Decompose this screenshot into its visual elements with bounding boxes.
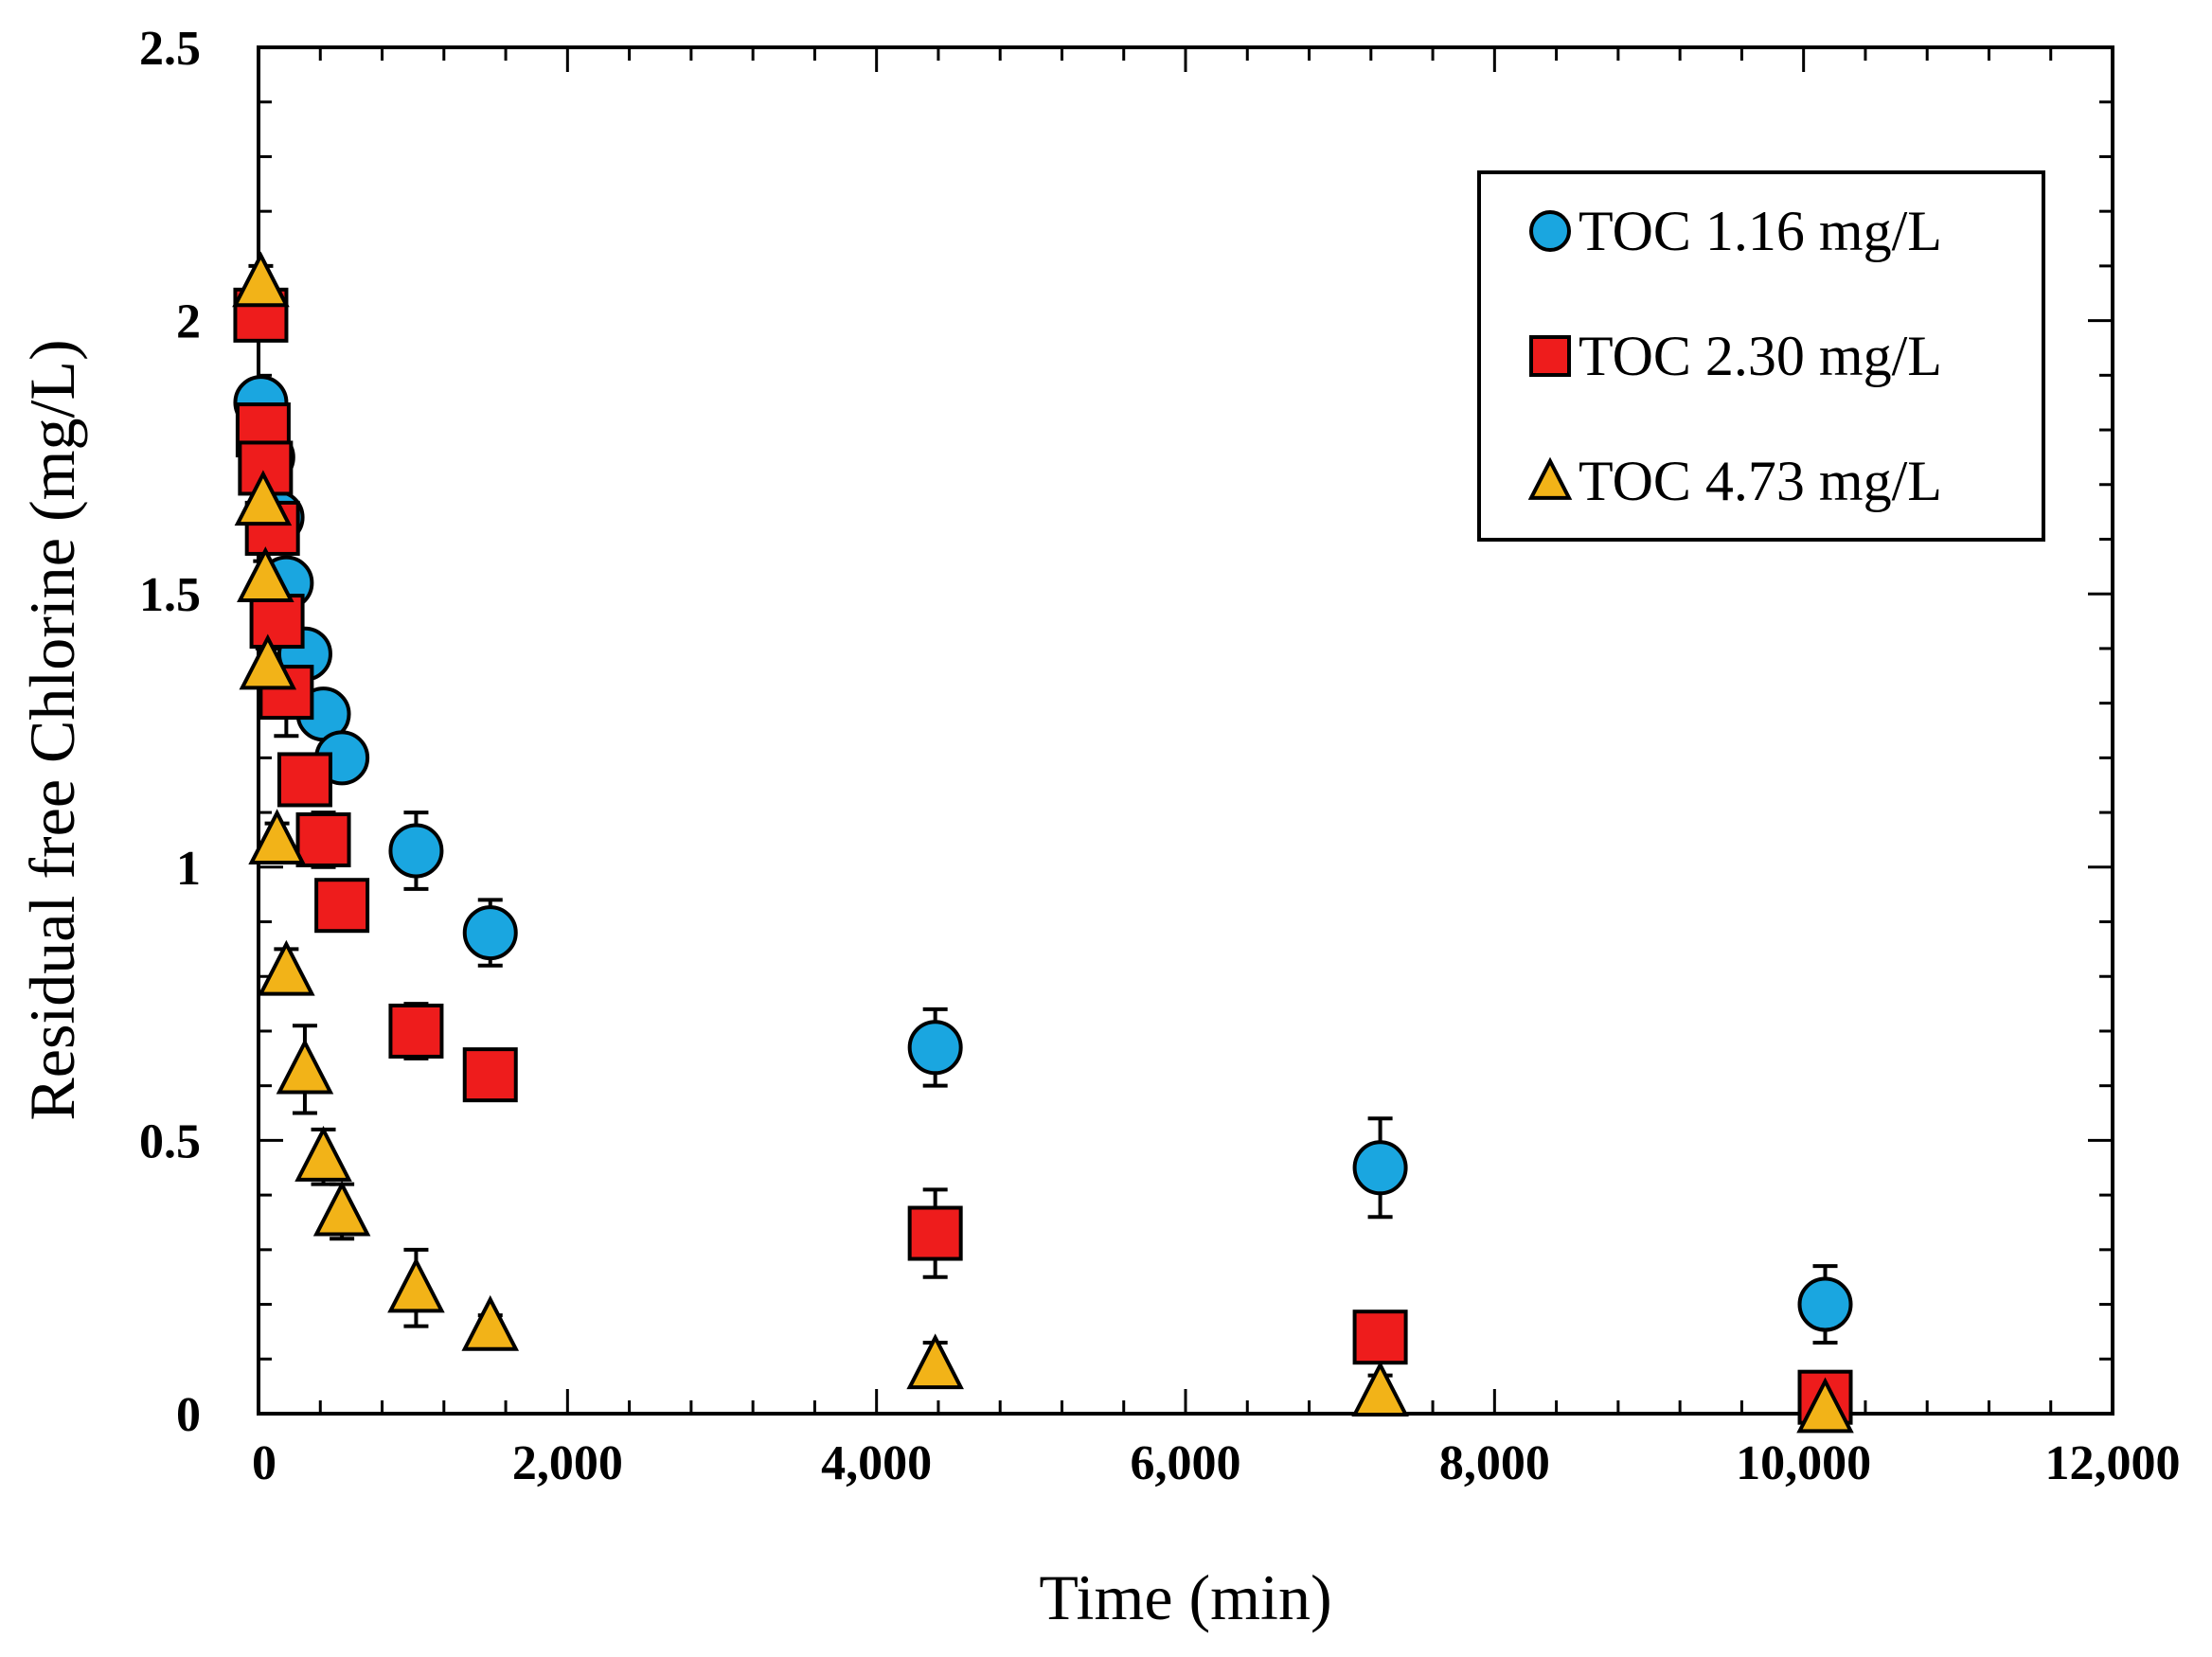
data-point-triangle	[312, 1180, 371, 1237]
data-point-square	[907, 1205, 963, 1261]
data-point-square	[295, 811, 351, 867]
data-point-triangle	[237, 546, 294, 602]
data-point-square	[462, 1047, 518, 1103]
data-point-circle	[462, 905, 518, 961]
legend-marker-square	[1529, 335, 1571, 377]
x-tick-label: 12,000	[2045, 1436, 2181, 1490]
data-point-circle	[907, 1020, 963, 1076]
x-tick-label: 8,000	[1439, 1436, 1550, 1490]
data-point-square	[388, 1003, 444, 1059]
data-point-triangle	[1796, 1377, 1854, 1434]
data-point-triangle	[294, 1125, 352, 1182]
y-tick-label: 1.5	[139, 568, 201, 622]
data-point-triangle	[461, 1294, 520, 1351]
legend-label: TOC 4.73 mg/L	[1579, 450, 1942, 512]
legend-marker-triangle	[1527, 456, 1573, 500]
data-point-circle	[1352, 1140, 1408, 1196]
x-tick-label: 10,000	[1736, 1436, 1871, 1490]
data-point-triangle	[232, 251, 290, 308]
legend-label: TOC 2.30 mg/L	[1579, 325, 1942, 387]
data-point-circle	[1797, 1276, 1853, 1332]
x-axis-title: Time (min)	[1039, 1561, 1331, 1633]
data-point-triangle	[387, 1256, 445, 1313]
axis-ticks: 0 2,000 4,000 6,000 8,000 10,000 12,000 0 0.5 1 1.…	[139, 22, 2181, 1490]
x-tick-label: 4,000	[821, 1436, 932, 1490]
data-point-triangle	[906, 1333, 964, 1390]
data-point-triangle	[248, 809, 306, 865]
data-point-square	[276, 752, 332, 808]
y-tick-label: 0	[176, 1388, 201, 1442]
x-tick-label: 0	[252, 1436, 276, 1490]
data-point-triangle	[234, 470, 293, 526]
legend-label: TOC 1.16 mg/L	[1579, 200, 1942, 262]
y-tick-label: 2	[176, 295, 201, 349]
data-point-circle	[388, 823, 444, 879]
data-markers	[232, 251, 1854, 1434]
data-point-triangle	[1351, 1361, 1409, 1417]
y-tick-label: 2.5	[139, 22, 201, 76]
data-point-triangle	[276, 1038, 334, 1095]
y-tick-label: 0.5	[139, 1114, 201, 1168]
data-point-square	[249, 594, 305, 650]
data-point-triangle	[239, 633, 297, 690]
legend-box	[1477, 170, 2045, 542]
legend-marker-circle	[1529, 210, 1571, 252]
data-point-triangle	[258, 939, 315, 996]
legend: TOC 1.16 mg/L TOC 2.30 mg/L TOC 4.73 mg/L	[1477, 170, 2045, 542]
x-tick-label: 2,000	[512, 1436, 623, 1490]
y-axis-title: Residual free Chlorine (mg/L)	[16, 339, 88, 1120]
data-point-square	[1352, 1310, 1408, 1365]
data-point-square	[314, 878, 370, 934]
y-tick-label: 1	[176, 842, 201, 896]
x-tick-label: 6,000	[1131, 1436, 1241, 1490]
